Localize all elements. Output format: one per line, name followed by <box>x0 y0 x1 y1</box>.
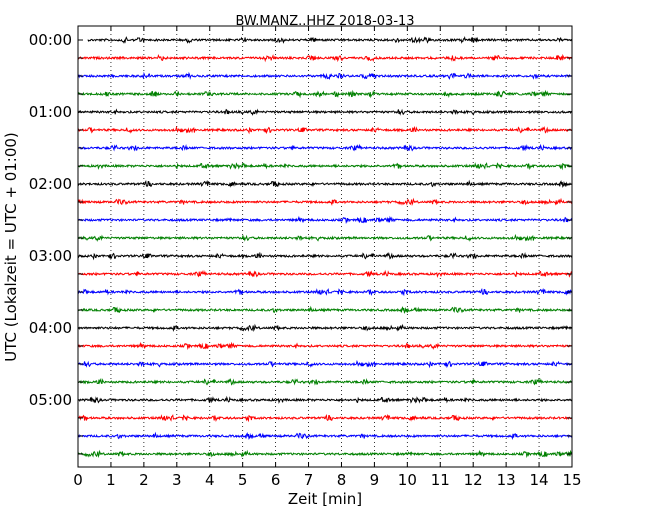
x-tick-label: 9 <box>370 471 380 489</box>
x-tick-label: 11 <box>431 471 450 489</box>
trace-0115 <box>77 125 572 135</box>
vertical-gridlines <box>110 26 540 467</box>
trace-0015 <box>77 53 573 63</box>
x-tick-label: 13 <box>497 471 516 489</box>
trace-0215 <box>77 197 573 207</box>
trace-0100 <box>77 108 573 116</box>
seismic-traces <box>77 36 573 458</box>
y-tick-label: 03:00 <box>29 247 72 265</box>
x-tick-label: 2 <box>139 471 149 489</box>
x-tick-label: 10 <box>398 471 417 489</box>
plot-frame <box>77 25 573 468</box>
x-tick-label: 3 <box>172 471 182 489</box>
x-tick-label: 7 <box>304 471 314 489</box>
trace-0430 <box>77 359 573 369</box>
trace-0000 <box>87 36 572 44</box>
y-tick-label: 05:00 <box>29 391 72 409</box>
trace-0445 <box>77 377 573 386</box>
chart-title: BW.MANZ..HHZ 2018-03-13 <box>235 14 414 29</box>
x-tick-label: 1 <box>106 471 116 489</box>
y-axis-ticks: 00:00 01:00 02:00 03:00 04:00 05:00 <box>29 31 572 455</box>
trace-0045 <box>77 89 572 99</box>
trace-0515 <box>77 413 573 423</box>
x-tick-label: 8 <box>337 471 347 489</box>
x-tick-label: 15 <box>562 471 581 489</box>
x-axis-label: Zeit [min] <box>288 490 362 508</box>
trace-0245 <box>77 233 573 242</box>
trace-0315 <box>77 269 573 278</box>
x-tick-label: 5 <box>238 471 248 489</box>
y-axis-label: UTC (Lokalzeit = UTC + 01:00) <box>2 132 20 362</box>
trace-0230 <box>77 215 573 224</box>
trace-0400 <box>77 323 573 333</box>
y-tick-label: 04:00 <box>29 319 72 337</box>
trace-0145 <box>77 162 573 171</box>
x-tick-label: 14 <box>530 471 549 489</box>
x-tick-label: 6 <box>271 471 281 489</box>
trace-0530 <box>77 431 573 441</box>
trace-0500 <box>77 395 573 404</box>
x-tick-label: 0 <box>73 471 83 489</box>
trace-0200 <box>77 179 573 188</box>
trace-0300 <box>77 251 573 261</box>
x-tick-label: 12 <box>464 471 483 489</box>
y-tick-label: 02:00 <box>29 175 72 193</box>
trace-0345 <box>77 305 573 314</box>
trace-0130 <box>77 143 572 152</box>
y-tick-label: 00:00 <box>29 31 72 49</box>
trace-0030 <box>77 71 573 81</box>
x-tick-label: 4 <box>205 471 215 489</box>
x-axis-ticks: 0 1 2 3 4 5 6 7 8 9 10 11 12 13 14 15 <box>73 26 582 489</box>
y-tick-label: 01:00 <box>29 103 72 121</box>
trace-0545 <box>77 449 573 458</box>
trace-0330 <box>77 287 573 297</box>
trace-0415 <box>77 341 573 350</box>
